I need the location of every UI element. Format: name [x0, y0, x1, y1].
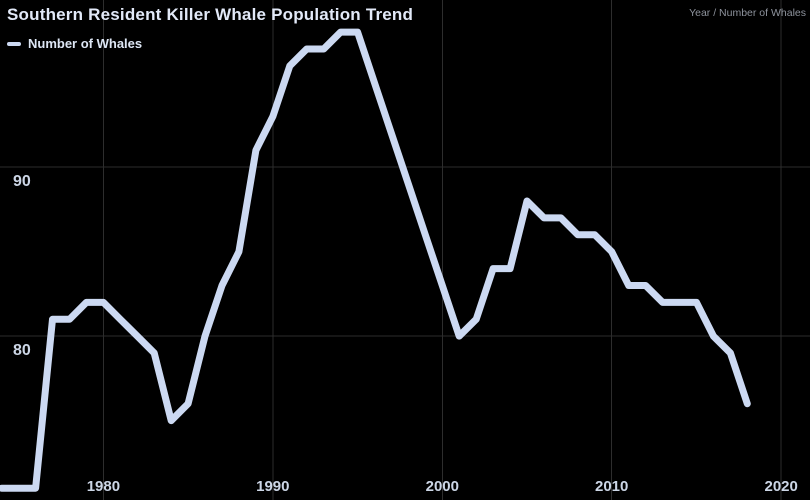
- x-tick-label: 1980: [87, 478, 120, 495]
- legend-line-icon: [7, 41, 21, 46]
- legend-label: Number of Whales: [28, 36, 143, 51]
- x-tick-label: 2010: [595, 478, 628, 495]
- legend-item[interactable]: Number of Whales: [7, 36, 142, 51]
- axis-title-label: Year / Number of Whales: [689, 7, 806, 19]
- y-tick-label: 90: [13, 173, 31, 190]
- x-tick-label: 2000: [426, 478, 459, 495]
- chart-title: Southern Resident Killer Whale Populatio…: [7, 5, 414, 24]
- series-line[interactable]: [0, 28, 751, 492]
- x-tick-label: 1990: [256, 478, 289, 495]
- y-tick-label: 80: [13, 342, 31, 359]
- x-tick-label: 2020: [765, 478, 798, 495]
